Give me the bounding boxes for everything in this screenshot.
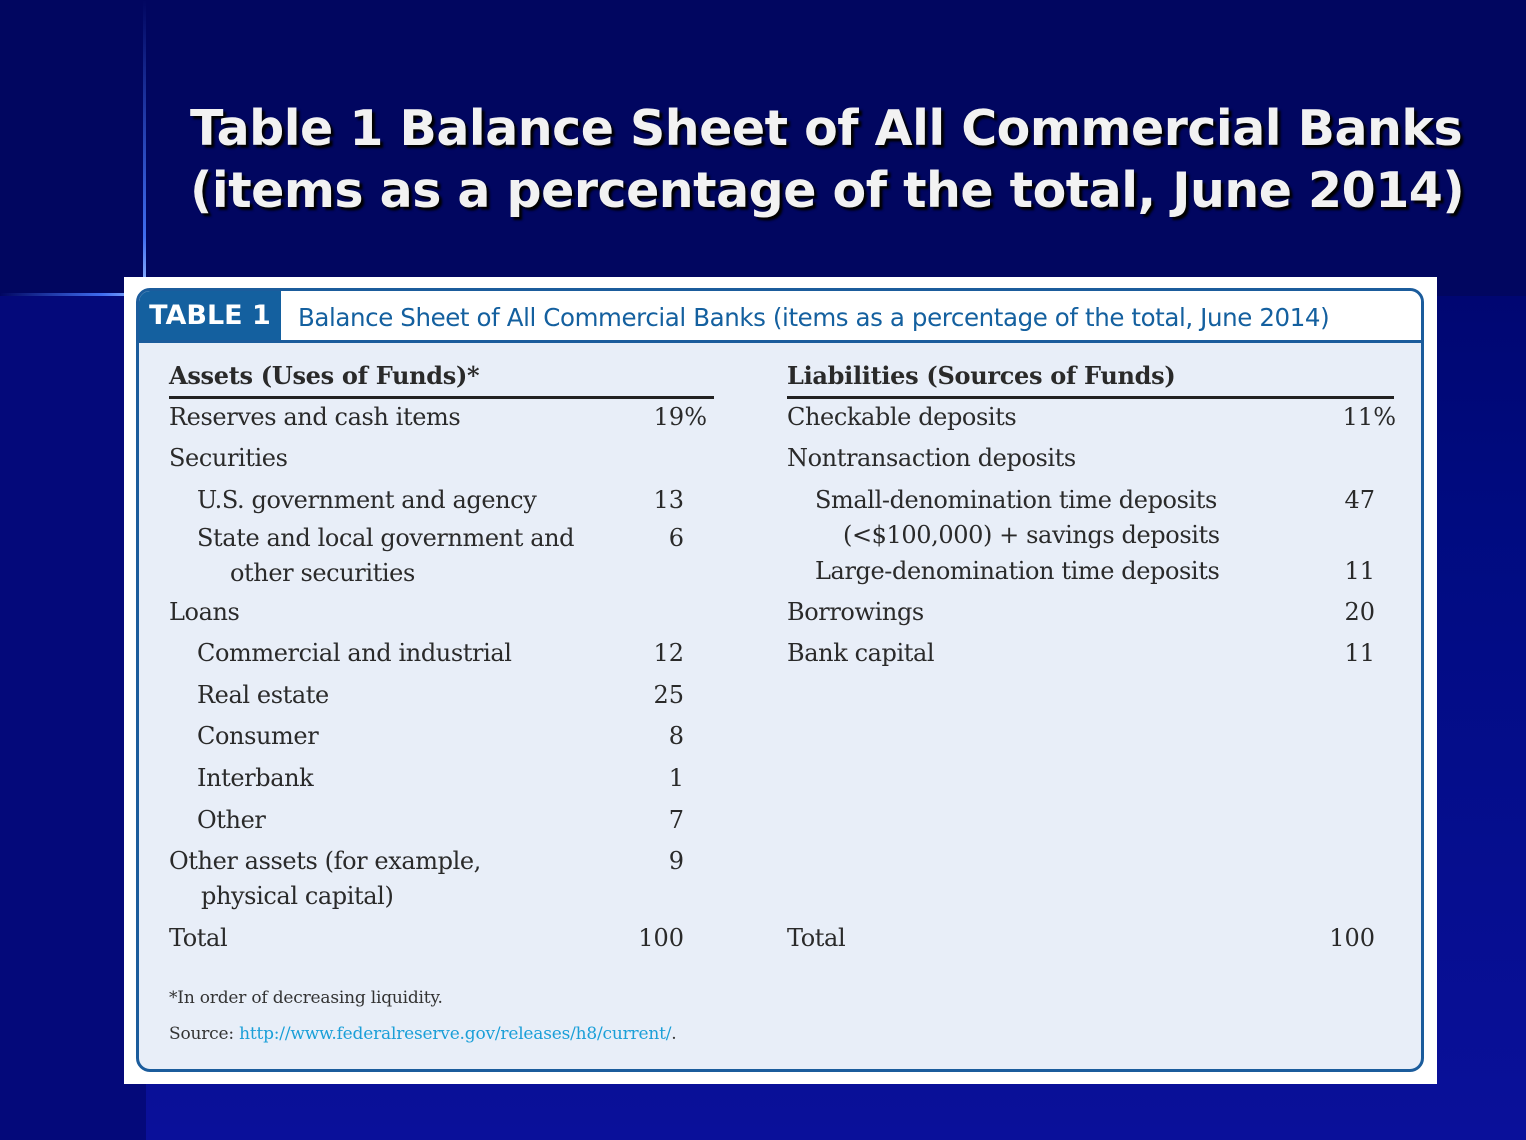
table-source: Source: http://www.federalreserve.gov/re… [169,1024,677,1044]
assets-row-label: Consumer [197,722,319,750]
liabilities-header: Liabilities (Sources of Funds) [787,361,1176,390]
assets-row-value: 7 [668,806,684,834]
table-footnote: *In order of decreasing liquidity. [169,988,443,1008]
liabilities-total-label: Total [787,924,846,952]
liabilities-row-label-continued: (<$100,000) + savings deposits [843,521,1220,549]
assets-row-value: 8 [668,722,684,750]
source-end: . [671,1024,677,1044]
assets-row-label: Reserves and cash items [169,403,461,431]
assets-row-value: 1 [668,764,684,792]
liabilities-row-value: 11% [1342,403,1396,431]
liabilities-row-label: Bank capital [787,639,935,667]
assets-row-label: Real estate [197,681,329,709]
liabilities-row-label: Borrowings [787,598,924,626]
assets-row-label: Interbank [197,764,314,792]
liabilities-row-value: 11 [1344,557,1375,585]
assets-row-label: Loans [169,598,240,626]
liabilities-header-rule [787,396,1394,399]
assets-header-rule [169,396,714,399]
assets-row-label: Commercial and industrial [197,639,512,667]
slide-title-line-2: (items as a percentage of the total, Jun… [190,162,1465,219]
liabilities-total-value: 100 [1329,924,1375,952]
assets-total-label: Total [169,924,228,952]
liabilities-row-label: Nontransaction deposits [787,444,1076,472]
assets-header: Assets (Uses of Funds)* [169,361,480,390]
liabilities-row-value: 20 [1344,598,1375,626]
source-link[interactable]: http://www.federalreserve.gov/releases/h… [239,1024,672,1044]
liabilities-row-label: Checkable deposits [787,403,1017,431]
assets-row-value: 25 [653,681,684,709]
assets-row-value: 9 [668,847,684,875]
assets-row-label: Other [197,806,266,834]
assets-row-value: 6 [668,524,684,552]
slide-title-line-1: Table 1 Balance Sheet of All Commercial … [190,100,1463,157]
liabilities-row-value: 47 [1344,486,1375,514]
assets-column: Assets (Uses of Funds)* Reserves and cas… [139,291,779,1069]
assets-row-label-continued: physical capital) [201,882,394,910]
table-header: TABLE 1 Balance Sheet of All Commercial … [139,291,1421,343]
decorative-vertical-line [143,0,146,296]
liabilities-row-label: Small-denomination time deposits [815,486,1217,514]
assets-row-label-continued: other securities [230,559,415,587]
slide-title: Table 1 Balance Sheet of All Commercial … [190,98,1490,222]
assets-row-label: U.S. government and agency [197,486,537,514]
liabilities-column: Liabilities (Sources of Funds) Checkable… [779,291,1421,1069]
assets-row-value: 12 [653,639,684,667]
assets-row-value: 19% [653,403,707,431]
liabilities-row-value: 11 [1344,639,1375,667]
assets-row-label: State and local government and [197,524,575,552]
assets-total-value: 100 [638,924,684,952]
assets-row-value: 13 [653,486,684,514]
table-title: Balance Sheet of All Commercial Banks (i… [298,303,1330,332]
slide-top-band [0,0,1526,296]
source-label: Source: [169,1024,240,1044]
assets-row-label: Securities [169,444,288,472]
slide-left-band [0,296,146,1140]
table-number-tag: TABLE 1 [139,291,281,340]
assets-row-label: Other assets (for example, [169,847,481,875]
table-panel: TABLE 1 Balance Sheet of All Commercial … [136,288,1424,1072]
liabilities-row-label: Large-denomination time deposits [815,557,1220,585]
decorative-horizontal-line [0,293,146,296]
table-figure: TABLE 1 Balance Sheet of All Commercial … [124,277,1437,1084]
